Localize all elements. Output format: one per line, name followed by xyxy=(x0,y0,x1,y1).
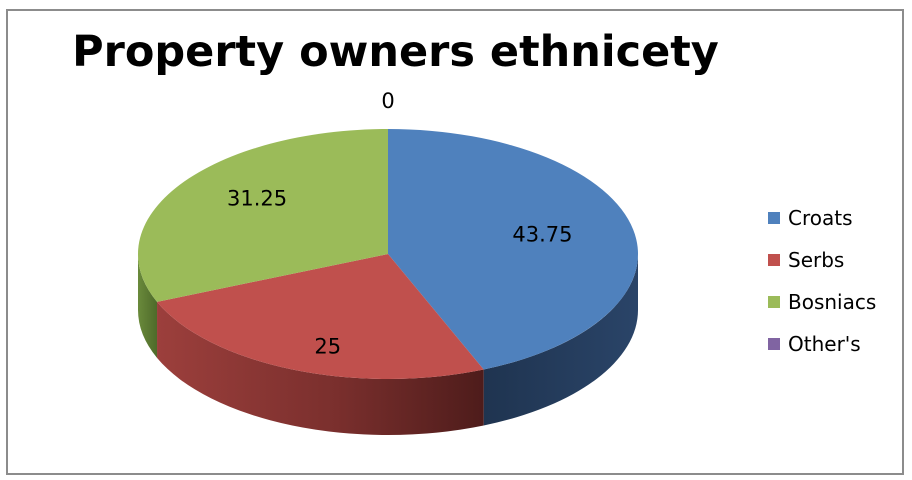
data-label-croats: 43.75 xyxy=(512,222,572,246)
pie-slice-serbs xyxy=(157,254,484,380)
chart-title: Property owners ethnicety xyxy=(72,27,719,77)
legend-item-other-s: Other's xyxy=(768,331,876,357)
pie-side-bosniacs xyxy=(138,254,158,358)
pie-slice-croats xyxy=(388,129,639,370)
legend-label: Bosniacs xyxy=(788,290,877,314)
legend-swatch xyxy=(768,338,780,350)
pie-side-serbs xyxy=(157,301,484,436)
legend-swatch xyxy=(768,212,780,224)
legend-swatch xyxy=(768,296,780,308)
pie-chart: 43.75 25 31.25 0 xyxy=(137,89,639,436)
pie-slice-bosniacs xyxy=(137,129,388,302)
legend-item-serbs: Serbs xyxy=(768,247,876,273)
chart-area: Property owners ethnicety 43.75 25 31.25 0 … xyxy=(6,9,904,475)
legend-label: Serbs xyxy=(788,248,845,272)
pie-side-croats xyxy=(483,254,638,426)
legend: Croats Serbs Bosniacs Other's xyxy=(768,205,876,373)
data-label-serbs: 25 xyxy=(314,334,341,358)
legend-label: Other's xyxy=(788,332,861,356)
data-label-other-s: 0 xyxy=(381,89,394,113)
data-label-bosniacs: 31.25 xyxy=(227,186,287,210)
legend-item-bosniacs: Bosniacs xyxy=(768,289,876,315)
legend-item-croats: Croats xyxy=(768,205,876,231)
legend-swatch xyxy=(768,254,780,266)
legend-label: Croats xyxy=(788,206,853,230)
